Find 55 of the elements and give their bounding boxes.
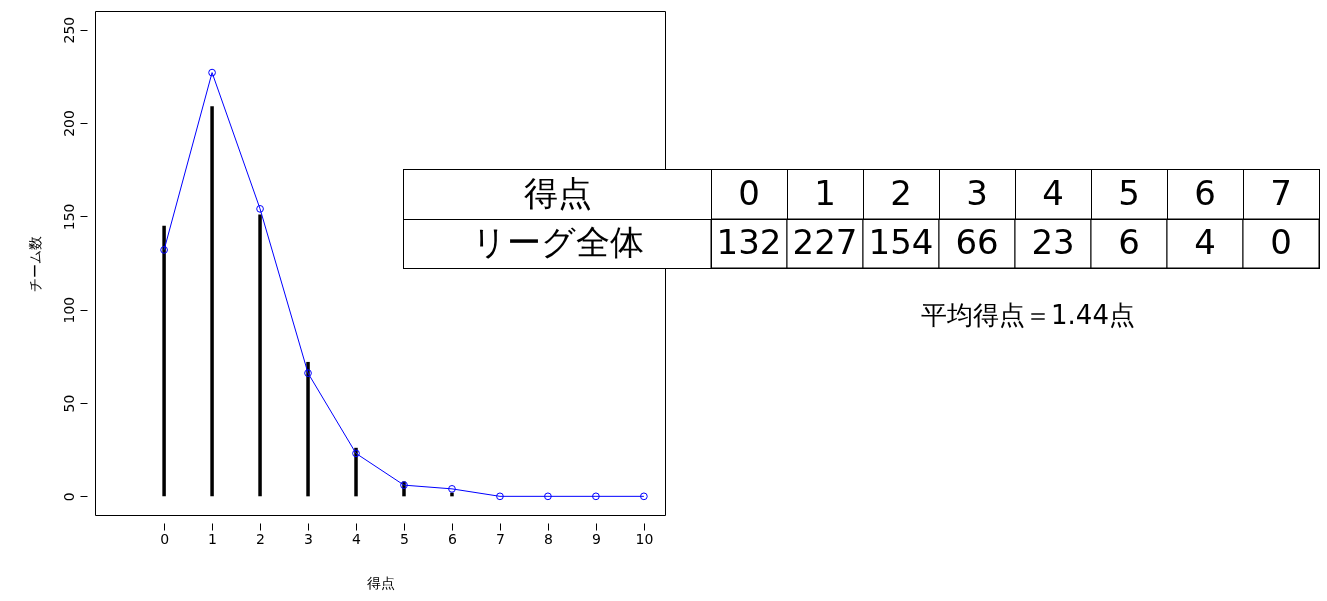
data-label: 132	[716, 221, 782, 262]
x-axis-title: 得点	[366, 574, 395, 591]
point	[304, 369, 312, 377]
data-label: 23	[1031, 221, 1075, 262]
x-tick-label: 6	[448, 530, 458, 547]
bar	[306, 361, 310, 497]
annotation: 平均得点＝1.44点	[920, 299, 1136, 332]
y-axis-title: チーム数	[26, 235, 43, 292]
y-tick-label: 50	[60, 394, 77, 413]
bar	[354, 447, 358, 497]
y-tick-label: 0	[60, 492, 77, 502]
x-tick-label: 5	[1118, 172, 1140, 213]
x-tick-label: 5	[400, 530, 409, 547]
point	[352, 449, 360, 458]
point	[640, 492, 648, 501]
x-axis-title: 得点	[523, 172, 592, 213]
x-tick-label: 2	[256, 530, 266, 547]
bar	[258, 214, 262, 497]
y-tick-label: 250	[60, 16, 77, 44]
data-label: 6	[1118, 221, 1140, 262]
x-tick-label: 1	[814, 172, 836, 213]
bar	[162, 225, 166, 497]
point	[256, 205, 264, 213]
point	[592, 492, 600, 501]
x-tick-label: 4	[1042, 172, 1064, 213]
x-tick-label: 4	[352, 530, 362, 547]
x-tick-label: 7	[1270, 172, 1292, 213]
data-label: 154	[868, 221, 934, 262]
y-tick-label: 100	[60, 296, 77, 324]
x-tick-label: 8	[543, 530, 553, 547]
bar	[450, 492, 454, 497]
x-tick-label: 7	[495, 530, 505, 547]
bar	[210, 106, 214, 497]
data-label: 4	[1194, 221, 1216, 262]
point	[544, 492, 552, 501]
data-label: 227	[792, 221, 858, 262]
x-tick-label: 0	[738, 172, 760, 213]
data-label: 0	[1270, 221, 1292, 262]
x-tick-label: 0	[160, 530, 170, 547]
x-tick-label: 3	[304, 530, 313, 547]
data-label: 66	[955, 221, 999, 262]
x-tick-label: 9	[591, 530, 601, 547]
point	[496, 492, 504, 501]
point	[208, 68, 216, 77]
x-tick-label: 10	[635, 530, 654, 547]
x-tick-label: 2	[890, 172, 912, 213]
x-tick-label: 6	[1194, 172, 1216, 213]
y-tick-label: 150	[60, 203, 77, 231]
x-tick-label: 3	[966, 172, 988, 213]
y-tick-label: リーグ全体	[471, 221, 644, 262]
point	[448, 485, 456, 493]
x-tick-label: 1	[208, 530, 218, 547]
point	[400, 481, 408, 489]
y-tick-label: 200	[60, 110, 77, 137]
point	[160, 246, 168, 254]
